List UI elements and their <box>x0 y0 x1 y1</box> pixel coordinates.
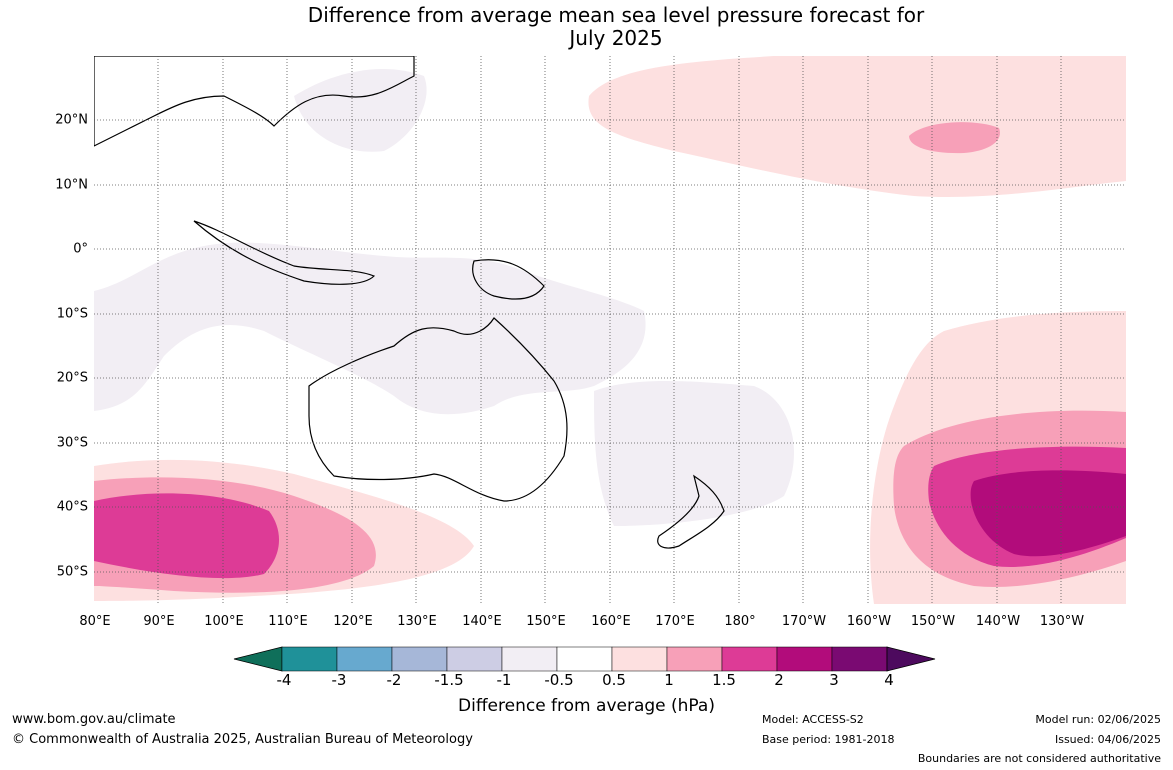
anomaly-region-neg-0-5-north <box>294 68 427 152</box>
anomaly-region-pos-0-5-north-pacific <box>588 56 1126 198</box>
footer-base-period: Base period: 1981-2018 <box>762 733 895 746</box>
indonesia-coastline <box>193 220 376 285</box>
lon-label-170e: 170°E <box>655 614 695 629</box>
lat-label-30s: 30°S <box>56 435 88 451</box>
lon-label-180: 180° <box>724 614 756 629</box>
colorbar-tick: 3 <box>829 671 839 689</box>
colorbar-segment <box>556 646 613 672</box>
footer-copyright: © Commonwealth of Australia 2025, Austra… <box>12 732 473 747</box>
lat-label-20n: 20°N <box>55 112 88 128</box>
colorbar-tick: 1.5 <box>712 671 736 689</box>
colorbar-tick: -3 <box>331 671 347 689</box>
colorbar-segment <box>666 646 723 672</box>
coastlines <box>94 56 725 549</box>
colorbar-extend-max <box>886 646 936 672</box>
colorbar-tick: 4 <box>884 671 894 689</box>
colorbar-tick: 1 <box>664 671 674 689</box>
lon-label-150e: 150°E <box>526 614 566 629</box>
colorbar-label: Difference from average (hPa) <box>458 696 715 716</box>
lon-label-150w: 150°W <box>910 614 956 629</box>
colorbar-tick: -4 <box>276 671 292 689</box>
colorbar <box>233 646 936 672</box>
anomaly-region-neg-0-5-tasman <box>594 381 794 526</box>
colorbar-segment <box>721 646 778 672</box>
asia-coastline <box>94 56 415 147</box>
colorbar-segment <box>501 646 558 672</box>
lon-label-160e: 160°E <box>591 614 631 629</box>
colorbar-extend-min <box>233 646 283 672</box>
colorbar-segment <box>446 646 503 672</box>
colorbar-tick: -1 <box>496 671 512 689</box>
footer-model-run: Model run: 02/06/2025 <box>1035 713 1161 726</box>
australia-coastline <box>308 317 568 502</box>
new-zealand-coastline <box>657 474 725 549</box>
new-guinea-coastline <box>472 259 545 300</box>
footer-website: www.bom.gov.au/climate <box>12 712 176 727</box>
lon-label-100e: 100°E <box>204 614 244 629</box>
colorbar-segment <box>831 646 888 672</box>
colorbar-segment <box>336 646 393 672</box>
title-line-2: July 2025 <box>569 26 663 50</box>
lon-label-80e: 80°E <box>79 614 111 629</box>
lon-label-170w: 170°W <box>781 614 827 629</box>
lon-label-140e: 140°E <box>462 614 502 629</box>
anomaly-region-pos-1-5-southwest <box>94 493 280 579</box>
colorbar-segment <box>391 646 448 672</box>
lat-label-10n: 10°N <box>55 177 88 193</box>
lat-label-40s: 40°S <box>56 499 88 515</box>
footer-model: Model: ACCESS-S2 <box>762 713 864 726</box>
anomaly-region-neg-0-5-tropics <box>94 242 646 415</box>
colorbar-segment <box>611 646 668 672</box>
colorbar-tick: -1.5 <box>434 671 464 689</box>
anomaly-region-pos-1-north-pacific <box>909 122 1000 154</box>
map-title: Difference from average mean sea level p… <box>0 4 1173 50</box>
colorbar-segments <box>233 646 936 672</box>
colorbar-segment <box>776 646 833 672</box>
colorbar-tick: -0.5 <box>544 671 574 689</box>
colorbar-tick: 0.5 <box>602 671 626 689</box>
colorbar-segment <box>281 646 338 672</box>
lon-label-130w: 130°W <box>1039 614 1085 629</box>
lon-label-140w: 140°W <box>975 614 1021 629</box>
colorbar-tick: 2 <box>774 671 784 689</box>
colorbar-tick: -2 <box>386 671 402 689</box>
lat-label-20s: 20°S <box>56 370 88 386</box>
pressure-anomaly-map <box>94 56 1126 604</box>
title-line-1: Difference from average mean sea level p… <box>307 3 925 27</box>
lon-label-90e: 90°E <box>143 614 175 629</box>
lon-label-160w: 160°W <box>846 614 892 629</box>
lat-label-10s: 10°S <box>56 306 88 322</box>
anomaly-region-pos-2-southeast <box>970 470 1126 557</box>
footer-issued: Issued: 04/06/2025 <box>1054 733 1161 746</box>
graticule <box>94 56 1126 604</box>
footer-disclaimer: Boundaries are not considered authoritat… <box>917 752 1161 765</box>
map-canvas <box>94 56 1126 604</box>
lat-label-0: 0° <box>73 241 88 257</box>
lon-label-130e: 130°E <box>397 614 437 629</box>
lon-label-110e: 110°E <box>268 614 308 629</box>
lat-label-50s: 50°S <box>56 564 88 580</box>
lon-label-120e: 120°E <box>333 614 373 629</box>
